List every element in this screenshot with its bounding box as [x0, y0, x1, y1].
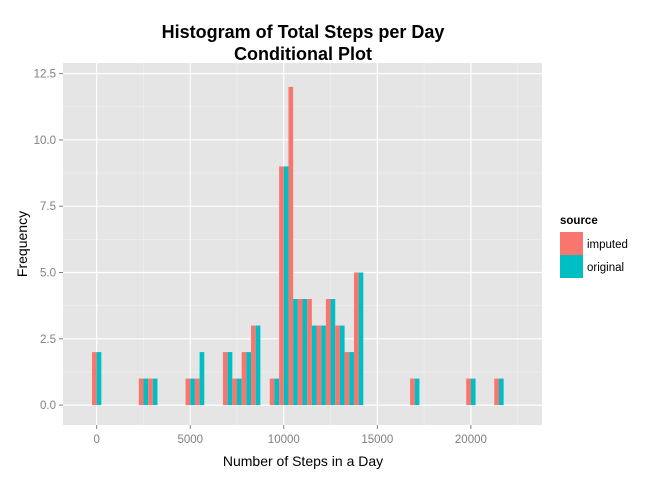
- bar-imputed: [269, 378, 275, 406]
- y-tick-label: 5.0: [40, 268, 56, 280]
- bar-original: [349, 352, 354, 406]
- legend-swatch-original: [560, 255, 583, 278]
- chart-subtitle: Conditional Plot: [234, 44, 372, 64]
- bar-imputed: [185, 378, 191, 406]
- x-tick-label: 10000: [268, 434, 300, 446]
- x-tick-label: 15000: [361, 434, 393, 446]
- x-axis-label: Number of Steps in a Day: [223, 453, 383, 469]
- legend-label-imputed: imputed: [587, 239, 628, 251]
- y-tick-label: 0.0: [40, 400, 56, 412]
- bar-imputed: [288, 86, 294, 406]
- bar-original: [321, 325, 326, 406]
- y-tick-label: 7.5: [40, 201, 56, 213]
- bar-original: [237, 378, 242, 406]
- bar-original: [283, 166, 289, 406]
- bar-imputed: [241, 352, 247, 406]
- legend-title: source: [560, 215, 598, 227]
- bar-original: [358, 272, 364, 406]
- tick-marks: 0 5000 10000 15000 20000 0.0 2.5 5.0 7.5 10.0 12.5: [34, 69, 487, 446]
- bar-imputed: [466, 378, 471, 406]
- bar-imputed: [222, 352, 228, 406]
- bar-imputed: [92, 352, 97, 406]
- y-tick-label: 12.5: [34, 69, 56, 81]
- bar-imputed: [344, 352, 350, 406]
- bar-original: [470, 378, 476, 406]
- bar-original: [330, 299, 336, 406]
- bar-original: [227, 352, 233, 406]
- bar-imputed: [194, 378, 200, 406]
- bar-imputed: [316, 325, 322, 406]
- bar-original: [152, 378, 158, 406]
- bar-imputed: [297, 299, 303, 406]
- y-tick-label: 10.0: [34, 135, 56, 147]
- x-tick-label: 0: [93, 434, 99, 446]
- bar-imputed: [494, 378, 499, 406]
- x-tick-label: 5000: [177, 434, 203, 446]
- bar-original: [498, 378, 504, 406]
- bar-imputed: [325, 299, 331, 406]
- bar-original: [199, 352, 205, 406]
- bar-imputed: [307, 299, 312, 406]
- bar-original: [414, 378, 420, 406]
- bar-original: [143, 378, 149, 406]
- bar-original: [190, 378, 195, 406]
- bar-imputed: [353, 272, 359, 406]
- bar-original: [255, 325, 261, 406]
- bar-imputed: [335, 325, 340, 406]
- chart-title: Histogram of Total Steps per Day: [162, 22, 445, 42]
- bar-imputed: [410, 378, 415, 406]
- bar-original: [293, 299, 298, 406]
- bar-imputed: [232, 378, 238, 406]
- bar-original: [302, 299, 308, 406]
- x-tick-label: 20000: [455, 434, 487, 446]
- legend-label-original: original: [587, 262, 624, 274]
- bar-imputed: [138, 378, 144, 406]
- legend: source imputed original: [560, 215, 628, 278]
- bars: [92, 86, 504, 406]
- legend-swatch-imputed: [560, 232, 583, 255]
- bar-original: [246, 352, 252, 406]
- bar-imputed: [148, 378, 153, 406]
- bar-original: [96, 352, 102, 406]
- bar-original: [274, 378, 280, 406]
- bar-imputed: [279, 166, 284, 406]
- y-tick-label: 2.5: [40, 334, 56, 346]
- y-axis-label: Frequency: [14, 211, 30, 277]
- bar-imputed: [251, 325, 256, 406]
- bar-original: [339, 325, 345, 406]
- bar-original: [311, 325, 317, 406]
